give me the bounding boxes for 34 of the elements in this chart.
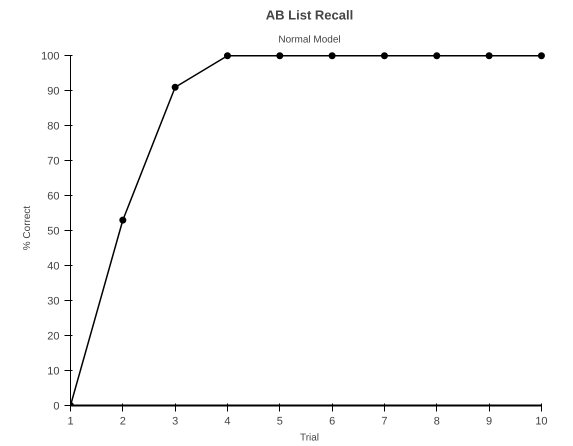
y-tick-label: 20 xyxy=(47,330,60,343)
point xyxy=(276,52,284,60)
y-tick-label: 60 xyxy=(47,190,60,203)
point xyxy=(486,52,493,60)
x-tick-label: 4 xyxy=(224,416,231,428)
x-tick-label: 7 xyxy=(381,416,388,428)
point xyxy=(328,52,336,60)
x-tick-label: 8 xyxy=(434,416,440,428)
y-tick-label: 70 xyxy=(47,156,60,168)
x-tick-label: 3 xyxy=(172,416,178,428)
x-tick-label: 1 xyxy=(67,416,74,428)
y-tick-label: 40 xyxy=(47,260,60,273)
x-tick-label: 10 xyxy=(535,416,548,428)
y-axis-title: % Correct xyxy=(22,206,34,250)
y-tick-label: 30 xyxy=(47,296,60,308)
y-tick-label: 50 xyxy=(47,226,60,238)
chart-subtitle: Normal Model xyxy=(278,34,341,46)
y-tick-label: 10 xyxy=(47,366,60,378)
point xyxy=(119,216,126,224)
x-tick-label: 5 xyxy=(276,416,283,428)
x-tick-label: 6 xyxy=(329,416,336,428)
x-tick-label: 2 xyxy=(120,416,126,428)
x-axis-title: Trial xyxy=(300,432,320,444)
point xyxy=(380,52,388,60)
y-tick-label: 0 xyxy=(53,400,60,412)
y-tick-label: 80 xyxy=(47,120,60,133)
x-tick-label: 9 xyxy=(486,416,492,428)
chart-title: AB List Recall xyxy=(266,8,354,22)
point xyxy=(172,84,179,91)
point xyxy=(538,52,545,60)
y-tick-label: 100 xyxy=(41,50,60,63)
point xyxy=(433,52,440,60)
point xyxy=(224,52,231,60)
y-tick-label: 90 xyxy=(47,86,60,98)
